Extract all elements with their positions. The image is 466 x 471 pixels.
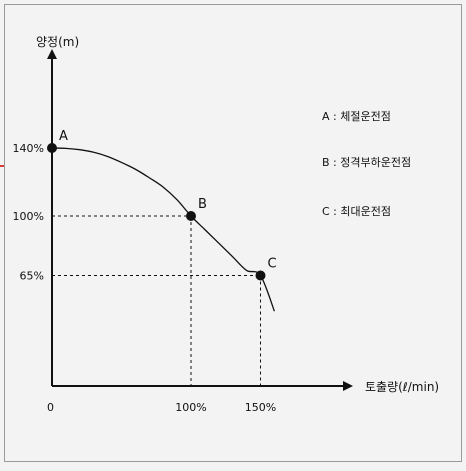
point-label-b: B bbox=[198, 197, 207, 212]
y-tick-label-100: 100% bbox=[13, 210, 44, 223]
y-tick-label-140: 140% bbox=[13, 142, 44, 155]
point-label-c: C bbox=[268, 257, 277, 272]
y-axis-title: 양정(m) bbox=[36, 35, 79, 49]
x-axis-title: 토출량(ℓ/min) bbox=[365, 380, 439, 394]
x-tick-label-100: 100% bbox=[175, 401, 206, 414]
outer-border bbox=[4, 4, 462, 462]
point-b bbox=[186, 211, 196, 221]
point-a bbox=[47, 143, 57, 153]
legend-item-b: B : 정격부하운전점 bbox=[322, 155, 411, 169]
points-group: A B C bbox=[47, 129, 277, 281]
ticks-group: 140% 100% 65% 100% 150% bbox=[13, 142, 277, 414]
legend: A : 체절운전점 B : 정격부하운전점 C : 최대운전점 bbox=[322, 110, 411, 218]
point-label-a: A bbox=[59, 129, 68, 144]
curve-group bbox=[51, 147, 276, 312]
point-c bbox=[255, 270, 266, 281]
pump-curve-line bbox=[51, 147, 276, 312]
guide-lines bbox=[52, 215, 261, 386]
legend-item-a: A : 체절운전점 bbox=[322, 110, 391, 123]
y-tick-label-65: 65% bbox=[20, 270, 44, 283]
x-tick-label-150: 150% bbox=[245, 401, 276, 414]
legend-item-c: C : 최대운전점 bbox=[322, 205, 391, 218]
origin-label: 0 bbox=[47, 401, 54, 414]
